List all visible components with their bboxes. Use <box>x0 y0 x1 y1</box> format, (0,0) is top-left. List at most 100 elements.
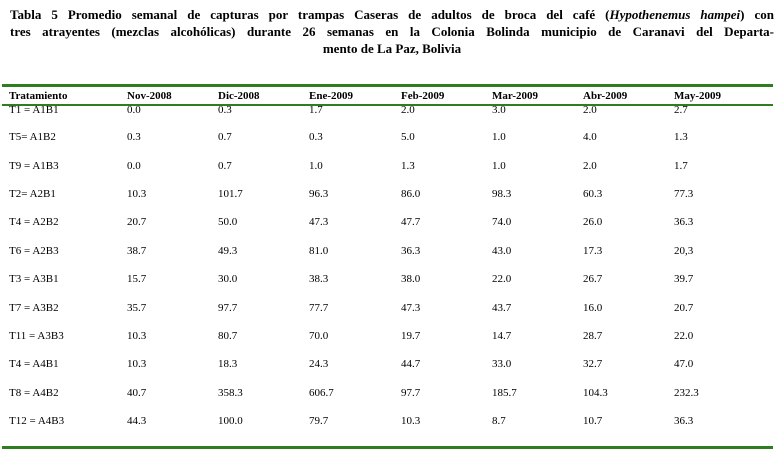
value-cell: 0.3 <box>218 104 232 116</box>
table-row: T9 = A1B3 0.0 0.7 1.0 1.3 1.0 2.0 1.7 <box>9 151 769 179</box>
value-cell: 43.7 <box>492 301 512 314</box>
table-row: T2= A2B1 10.3 101.7 96.3 86.0 98.3 60.3 77.3 <box>9 180 769 208</box>
value-cell: 1.7 <box>674 159 688 172</box>
value-cell: 47.3 <box>401 301 421 314</box>
value-cell: 70.0 <box>309 329 329 342</box>
value-cell: 0.3 <box>309 131 323 144</box>
value-cell: 32.7 <box>583 358 603 371</box>
value-cell: 8.7 <box>492 415 506 428</box>
value-cell: 0.0 <box>127 104 141 116</box>
treatment-cell: T12 = A4B3 <box>9 415 65 428</box>
treatment-cell: T8 = A4B2 <box>9 386 59 399</box>
value-cell: 17.3 <box>583 244 603 257</box>
table-row: T6 = A2B3 38.7 49.3 81.0 36.3 43.0 17.3 20,3 <box>9 237 769 265</box>
value-cell: 14.7 <box>492 329 512 342</box>
value-cell: 47.7 <box>401 216 421 229</box>
value-cell: 101.7 <box>218 187 243 200</box>
value-cell: 104.3 <box>583 386 608 399</box>
value-cell: 47.0 <box>674 358 694 371</box>
caption-text: ) con <box>740 7 774 22</box>
value-cell: 100.0 <box>218 415 243 428</box>
treatment-cell: T11 = A3B3 <box>9 329 64 342</box>
value-cell: 38.3 <box>309 273 329 286</box>
value-cell: 20.7 <box>674 301 694 314</box>
value-cell: 1.3 <box>674 131 688 144</box>
table-row: T3 = A3B1 15.7 30.0 38.3 38.0 22.0 26.7 39.7 <box>9 265 769 293</box>
value-cell: 50.0 <box>218 216 238 229</box>
value-cell: 2.0 <box>583 104 597 116</box>
value-cell: 1.0 <box>492 131 506 144</box>
table-top-rule <box>2 84 773 87</box>
value-cell: 44.3 <box>127 415 147 428</box>
column-header-may-2009: May-2009 <box>674 89 722 102</box>
value-cell: 36.3 <box>674 415 694 428</box>
value-cell: 20.7 <box>127 216 147 229</box>
value-cell: 0.3 <box>127 131 141 144</box>
value-cell: 97.7 <box>218 301 238 314</box>
value-cell: 0.0 <box>127 159 141 172</box>
value-cell: 24.3 <box>309 358 329 371</box>
value-cell: 30.0 <box>218 273 238 286</box>
value-cell: 98.3 <box>492 187 512 200</box>
value-cell: 40.7 <box>127 386 147 399</box>
table-row: T4 = A2B2 20.7 50.0 47.3 47.7 74.0 26.0 36.3 <box>9 208 769 236</box>
data-table: Tratamiento Nov-2008 Dic-2008 Ene-2009 Feb-2… <box>9 87 769 435</box>
species-name: Hypothenemus hampei <box>609 7 741 22</box>
table-row: T11 = A3B3 10.3 80.7 70.0 19.7 14.7 28.7 22.0 <box>9 322 769 350</box>
column-header-nov-2008: Nov-2008 <box>127 89 172 102</box>
column-header-mar-2009: Mar-2009 <box>492 89 539 102</box>
value-cell: 36.3 <box>401 244 421 257</box>
table-body: T1 = A1B1 0.0 0.3 1.7 2.0 3.0 2.0 2.7 T5= A1B2 0.… <box>9 104 769 435</box>
treatment-cell: T4 = A2B2 <box>9 216 59 229</box>
value-cell: 1.0 <box>492 159 506 172</box>
value-cell: 22.0 <box>492 273 512 286</box>
value-cell: 2.7 <box>674 104 688 116</box>
value-cell: 43.0 <box>492 244 512 257</box>
treatment-cell: T2= A2B1 <box>9 187 56 200</box>
value-cell: 49.3 <box>218 244 238 257</box>
value-cell: 38.7 <box>127 244 147 257</box>
value-cell: 15.7 <box>127 273 147 286</box>
value-cell: 3.0 <box>492 104 506 116</box>
treatment-cell: T5= A1B2 <box>9 131 56 144</box>
value-cell: 39.7 <box>674 273 694 286</box>
value-cell: 44.7 <box>401 358 421 371</box>
value-cell: 38.0 <box>401 273 421 286</box>
value-cell: 60.3 <box>583 187 603 200</box>
value-cell: 35.7 <box>127 301 147 314</box>
treatment-cell: T3 = A3B1 <box>9 273 59 286</box>
table-row: T4 = A4B1 10.3 18.3 24.3 44.7 33.0 32.7 47.0 <box>9 350 769 378</box>
value-cell: 358.3 <box>218 386 243 399</box>
value-cell: 26.0 <box>583 216 603 229</box>
column-header-abr-2009: Abr-2009 <box>583 89 628 102</box>
column-header-tratamiento: Tratamiento <box>9 89 68 102</box>
value-cell: 77.7 <box>309 301 329 314</box>
value-cell: 2.0 <box>583 159 597 172</box>
value-cell: 4.0 <box>583 131 597 144</box>
value-cell: 81.0 <box>309 244 329 257</box>
value-cell: 18.3 <box>218 358 238 371</box>
table-bottom-rule <box>2 446 773 449</box>
value-cell: 28.7 <box>583 329 603 342</box>
value-cell: 0.7 <box>218 131 232 144</box>
value-cell: 1.3 <box>401 159 415 172</box>
value-cell: 2.0 <box>401 104 415 116</box>
value-cell: 10.3 <box>127 358 147 371</box>
table-row: T1 = A1B1 0.0 0.3 1.7 2.0 3.0 2.0 2.7 <box>9 104 769 123</box>
value-cell: 10.3 <box>127 329 147 342</box>
value-cell: 5.0 <box>401 131 415 144</box>
table-row: T8 = A4B2 40.7 358.3 606.7 97.7 185.7 104.3 232… <box>9 379 769 407</box>
table-row: T12 = A4B3 44.3 100.0 79.7 10.3 8.7 10.7 36.3 <box>9 407 769 435</box>
column-header-feb-2009: Feb-2009 <box>401 89 445 102</box>
treatment-cell: T4 = A4B1 <box>9 358 59 371</box>
value-cell: 96.3 <box>309 187 329 200</box>
value-cell: 1.7 <box>309 104 323 116</box>
treatment-cell: T1 = A1B1 <box>9 104 59 116</box>
table-header-rule <box>2 104 773 106</box>
column-header-dic-2008: Dic-2008 <box>218 89 260 102</box>
value-cell: 10.7 <box>583 415 603 428</box>
header-row: Tratamiento Nov-2008 Dic-2008 Ene-2009 Feb-2… <box>9 87 769 104</box>
value-cell: 19.7 <box>401 329 421 342</box>
value-cell: 77.3 <box>674 187 694 200</box>
column-header-ene-2009: Ene-2009 <box>309 89 353 102</box>
